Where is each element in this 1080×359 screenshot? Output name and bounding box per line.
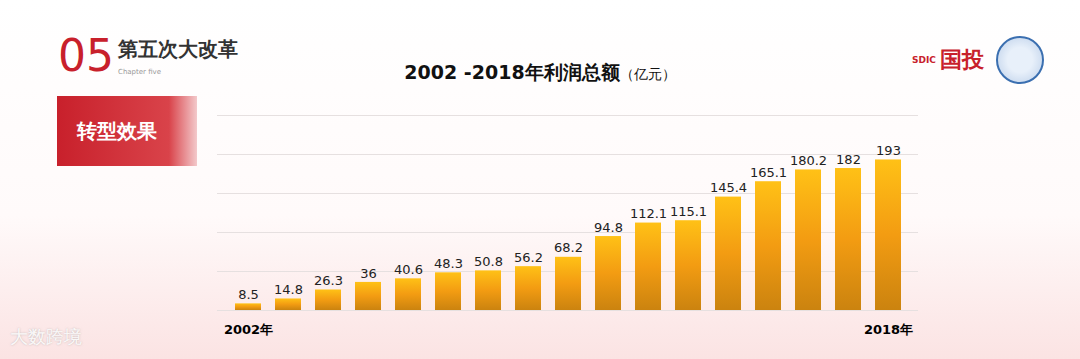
svg-text:50.8: 50.8 xyxy=(474,254,503,269)
html-text:2002 -2018年利润总额（亿元）: 2002 -2018年利润总额（亿元） xyxy=(404,61,676,83)
html-text:转型效果: 转型效果 xyxy=(77,119,157,143)
svg-text:182: 182 xyxy=(836,152,861,167)
svg-text:2018年: 2018年 xyxy=(864,322,913,337)
svg-text:8.5: 8.5 xyxy=(238,287,259,302)
html-text:Chapter five: Chapter five xyxy=(118,68,162,76)
svg-text:36: 36 xyxy=(360,266,377,281)
svg-text:2002年: 2002年 xyxy=(224,322,273,337)
svg-text:112.1: 112.1 xyxy=(630,206,667,221)
svg-text:48.3: 48.3 xyxy=(434,256,463,271)
svg-text:180.2: 180.2 xyxy=(790,153,827,168)
svg-text:56.2: 56.2 xyxy=(514,250,543,265)
svg-text:165.1: 165.1 xyxy=(750,165,787,180)
svg-text:14.8: 14.8 xyxy=(274,282,303,297)
svg-text:115.1: 115.1 xyxy=(670,204,707,219)
svg-text:40.6: 40.6 xyxy=(394,262,423,277)
svg-text:193: 193 xyxy=(876,143,901,158)
svg-text:145.4: 145.4 xyxy=(710,180,747,195)
svg-text:26.3: 26.3 xyxy=(314,273,343,288)
html-text:SDIC: SDIC xyxy=(912,55,936,65)
html-text:国投: 国投 xyxy=(939,47,984,72)
svg-text:94.8: 94.8 xyxy=(594,220,623,235)
html-text:第五次大改革: 第五次大改革 xyxy=(118,37,238,61)
html-text:05: 05 xyxy=(58,30,114,81)
svg-text:68.2: 68.2 xyxy=(554,240,583,255)
html-text:大数跨境: 大数跨境 xyxy=(10,326,82,347)
